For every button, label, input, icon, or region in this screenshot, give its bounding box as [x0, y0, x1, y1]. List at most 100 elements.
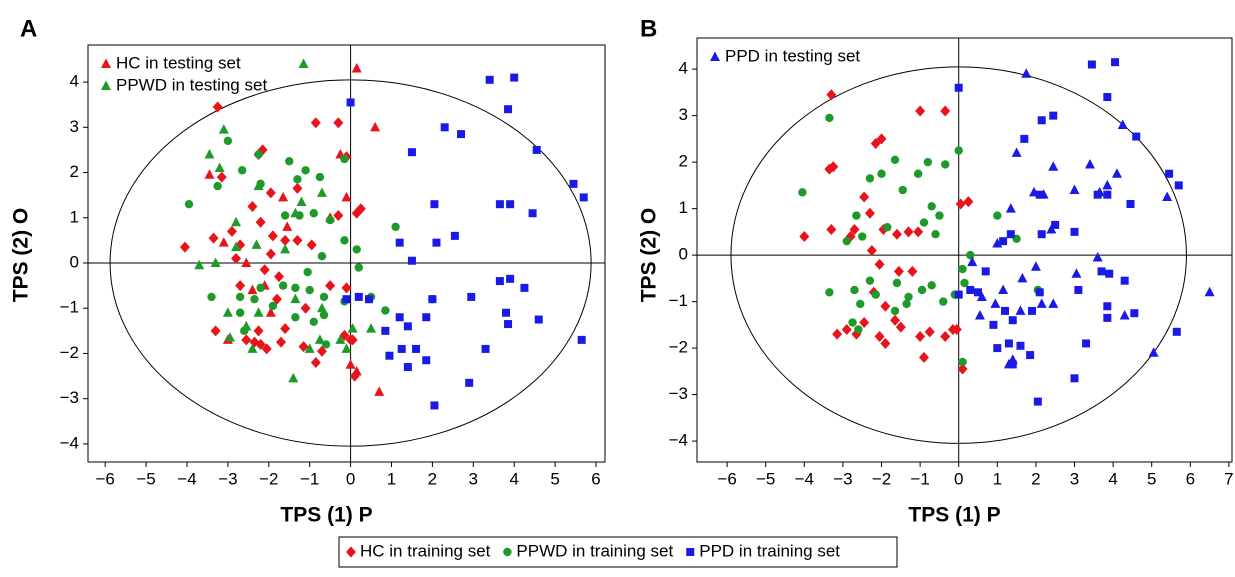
data-point [250, 294, 259, 304]
data-point [481, 344, 490, 353]
data-point [903, 226, 914, 238]
y-tick-label: 1 [679, 198, 688, 217]
data-point [1117, 119, 1128, 129]
data-point [1035, 288, 1044, 297]
x-tick-label: −6 [717, 469, 736, 488]
data-point [265, 307, 276, 317]
data-point [430, 401, 439, 410]
data-point [261, 343, 272, 355]
data-point [440, 123, 449, 132]
data-point [319, 310, 329, 320]
data-point [288, 372, 299, 383]
data-point [913, 226, 924, 238]
data-point [319, 292, 329, 302]
data-point [397, 344, 406, 353]
legend-label: PPWD in training set [516, 541, 673, 560]
data-point [1119, 310, 1130, 320]
data-point [226, 225, 237, 237]
data-point [179, 241, 190, 253]
data-point [213, 181, 222, 191]
data-point [316, 345, 327, 357]
legend-label: PPD in training set [699, 541, 840, 560]
data-point [292, 182, 303, 194]
data-point [247, 200, 258, 212]
data-point [993, 344, 1002, 353]
data-point [981, 267, 990, 276]
x-tick-label: 2 [428, 469, 437, 488]
legend-label: PPWD in testing set [116, 75, 267, 94]
data-point [502, 308, 511, 317]
data-point [1126, 199, 1135, 208]
data-point [210, 325, 221, 337]
data-point [247, 284, 258, 295]
data-point [1035, 190, 1044, 199]
data-point [849, 224, 860, 236]
data-point [1037, 116, 1046, 125]
x-tick-label: 7 [1224, 469, 1233, 488]
data-point [1165, 169, 1174, 178]
data-point [858, 232, 867, 241]
y-tick-label: 2 [70, 162, 79, 181]
data-point [993, 211, 1002, 220]
x-tick-label: −5 [136, 469, 155, 488]
data-point [333, 117, 344, 129]
data-point [231, 252, 242, 264]
data-point [354, 263, 363, 272]
x-tick-label: 5 [1147, 469, 1156, 488]
data-point [1105, 269, 1114, 278]
data-point [285, 157, 294, 166]
data-point [1048, 161, 1059, 171]
data-point [895, 321, 906, 333]
data-point [892, 278, 902, 288]
x-tick-label: 3 [1070, 469, 1079, 488]
data-point [915, 105, 926, 117]
legend-box [338, 536, 898, 568]
data-point [351, 366, 362, 376]
x-tick-label: −3 [833, 469, 852, 488]
data-point [1026, 351, 1035, 360]
data-point [291, 283, 300, 293]
data-point [241, 257, 252, 267]
legend-label: PPD in testing set [725, 46, 860, 65]
x-tick-label: −6 [95, 469, 114, 488]
data-point [366, 323, 377, 333]
data-point [381, 306, 390, 315]
data-point [1001, 306, 1010, 315]
data-point [280, 211, 290, 220]
plot-frame [87, 44, 606, 463]
data-point [207, 292, 216, 302]
data-point [1007, 354, 1018, 364]
data-point [917, 285, 927, 295]
shared-legend: HC in training set PPWD in training set PP… [338, 536, 898, 568]
data-point [528, 209, 537, 218]
data-point [216, 171, 227, 183]
data-point [854, 325, 863, 334]
data-point [918, 351, 929, 363]
legend-label: HC in training set [360, 541, 491, 560]
data-point [342, 295, 351, 304]
y-tick-label: 4 [70, 72, 79, 91]
y-tick-label: −4 [669, 431, 688, 450]
data-point [341, 343, 352, 353]
data-point [316, 302, 327, 313]
data-point [1070, 374, 1079, 383]
confidence-ellipse [109, 79, 592, 447]
data-point [290, 293, 301, 304]
x-tick-label: 1 [993, 469, 1002, 488]
y-tick-label: 1 [70, 207, 79, 226]
data-point [1051, 220, 1060, 229]
data-point [1017, 272, 1028, 283]
data-point [428, 295, 437, 304]
y-tick-label: −2 [60, 343, 79, 362]
data-point [465, 378, 474, 387]
data-point [874, 258, 885, 270]
data-point [976, 291, 987, 301]
data-point [866, 244, 877, 256]
data-point [251, 239, 262, 249]
data-point [955, 198, 966, 210]
data-point [924, 326, 935, 338]
data-point [381, 326, 390, 335]
data-point [1004, 339, 1013, 348]
data-point [407, 148, 416, 157]
data-point [315, 172, 325, 182]
